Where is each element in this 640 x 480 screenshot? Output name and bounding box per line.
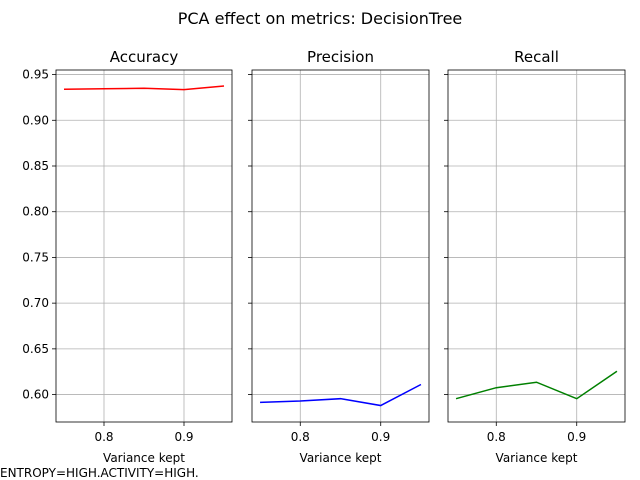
panel-1: 0.8 0.9 Precision Variance kept [248,48,430,465]
x-tick-label: 0.9 [567,430,586,444]
x-tick-label: 0.9 [174,430,193,444]
series-line-0 [260,383,422,407]
y-tick-label: 0.90 [22,113,49,127]
y-tick-label: 0.65 [22,342,49,356]
axes-frame [447,69,626,423]
x-axis-label: Variance kept [496,451,578,465]
panel-title: Accuracy [110,48,179,66]
series-line-0 [63,85,225,91]
x-axis-label: Variance kept [300,451,382,465]
figure-suptitle: PCA effect on metrics: DecisionTree [178,9,463,28]
panel-2: 0.8 0.9 Recall Variance kept [444,48,626,465]
panel-0: 0.8 0.9 0.60 0.65 0.70 0.75 0.80 0.85 0.90 0.95 Ac… [22,48,233,465]
y-tick-label: 0.70 [22,296,49,310]
x-tick-label: 0.8 [487,430,506,444]
series-line-0 [455,370,618,400]
axes-frame [251,69,430,423]
panel-title: Recall [514,48,559,66]
footer-note: ENTROPY=HIGH.ACTIVITY=HIGH. [0,466,199,480]
y-tick-label: 0.85 [22,159,49,173]
y-tick-label: 0.95 [22,68,49,82]
panel-title: Precision [307,48,374,66]
y-tick-label: 0.80 [22,205,49,219]
x-tick-label: 0.8 [291,430,310,444]
y-tick-label: 0.75 [22,250,49,264]
axes-frame [55,69,233,423]
x-tick-label: 0.9 [371,430,390,444]
x-tick-label: 0.8 [94,430,113,444]
x-axis-label: Variance kept [103,451,185,465]
y-tick-label: 0.60 [22,388,49,402]
